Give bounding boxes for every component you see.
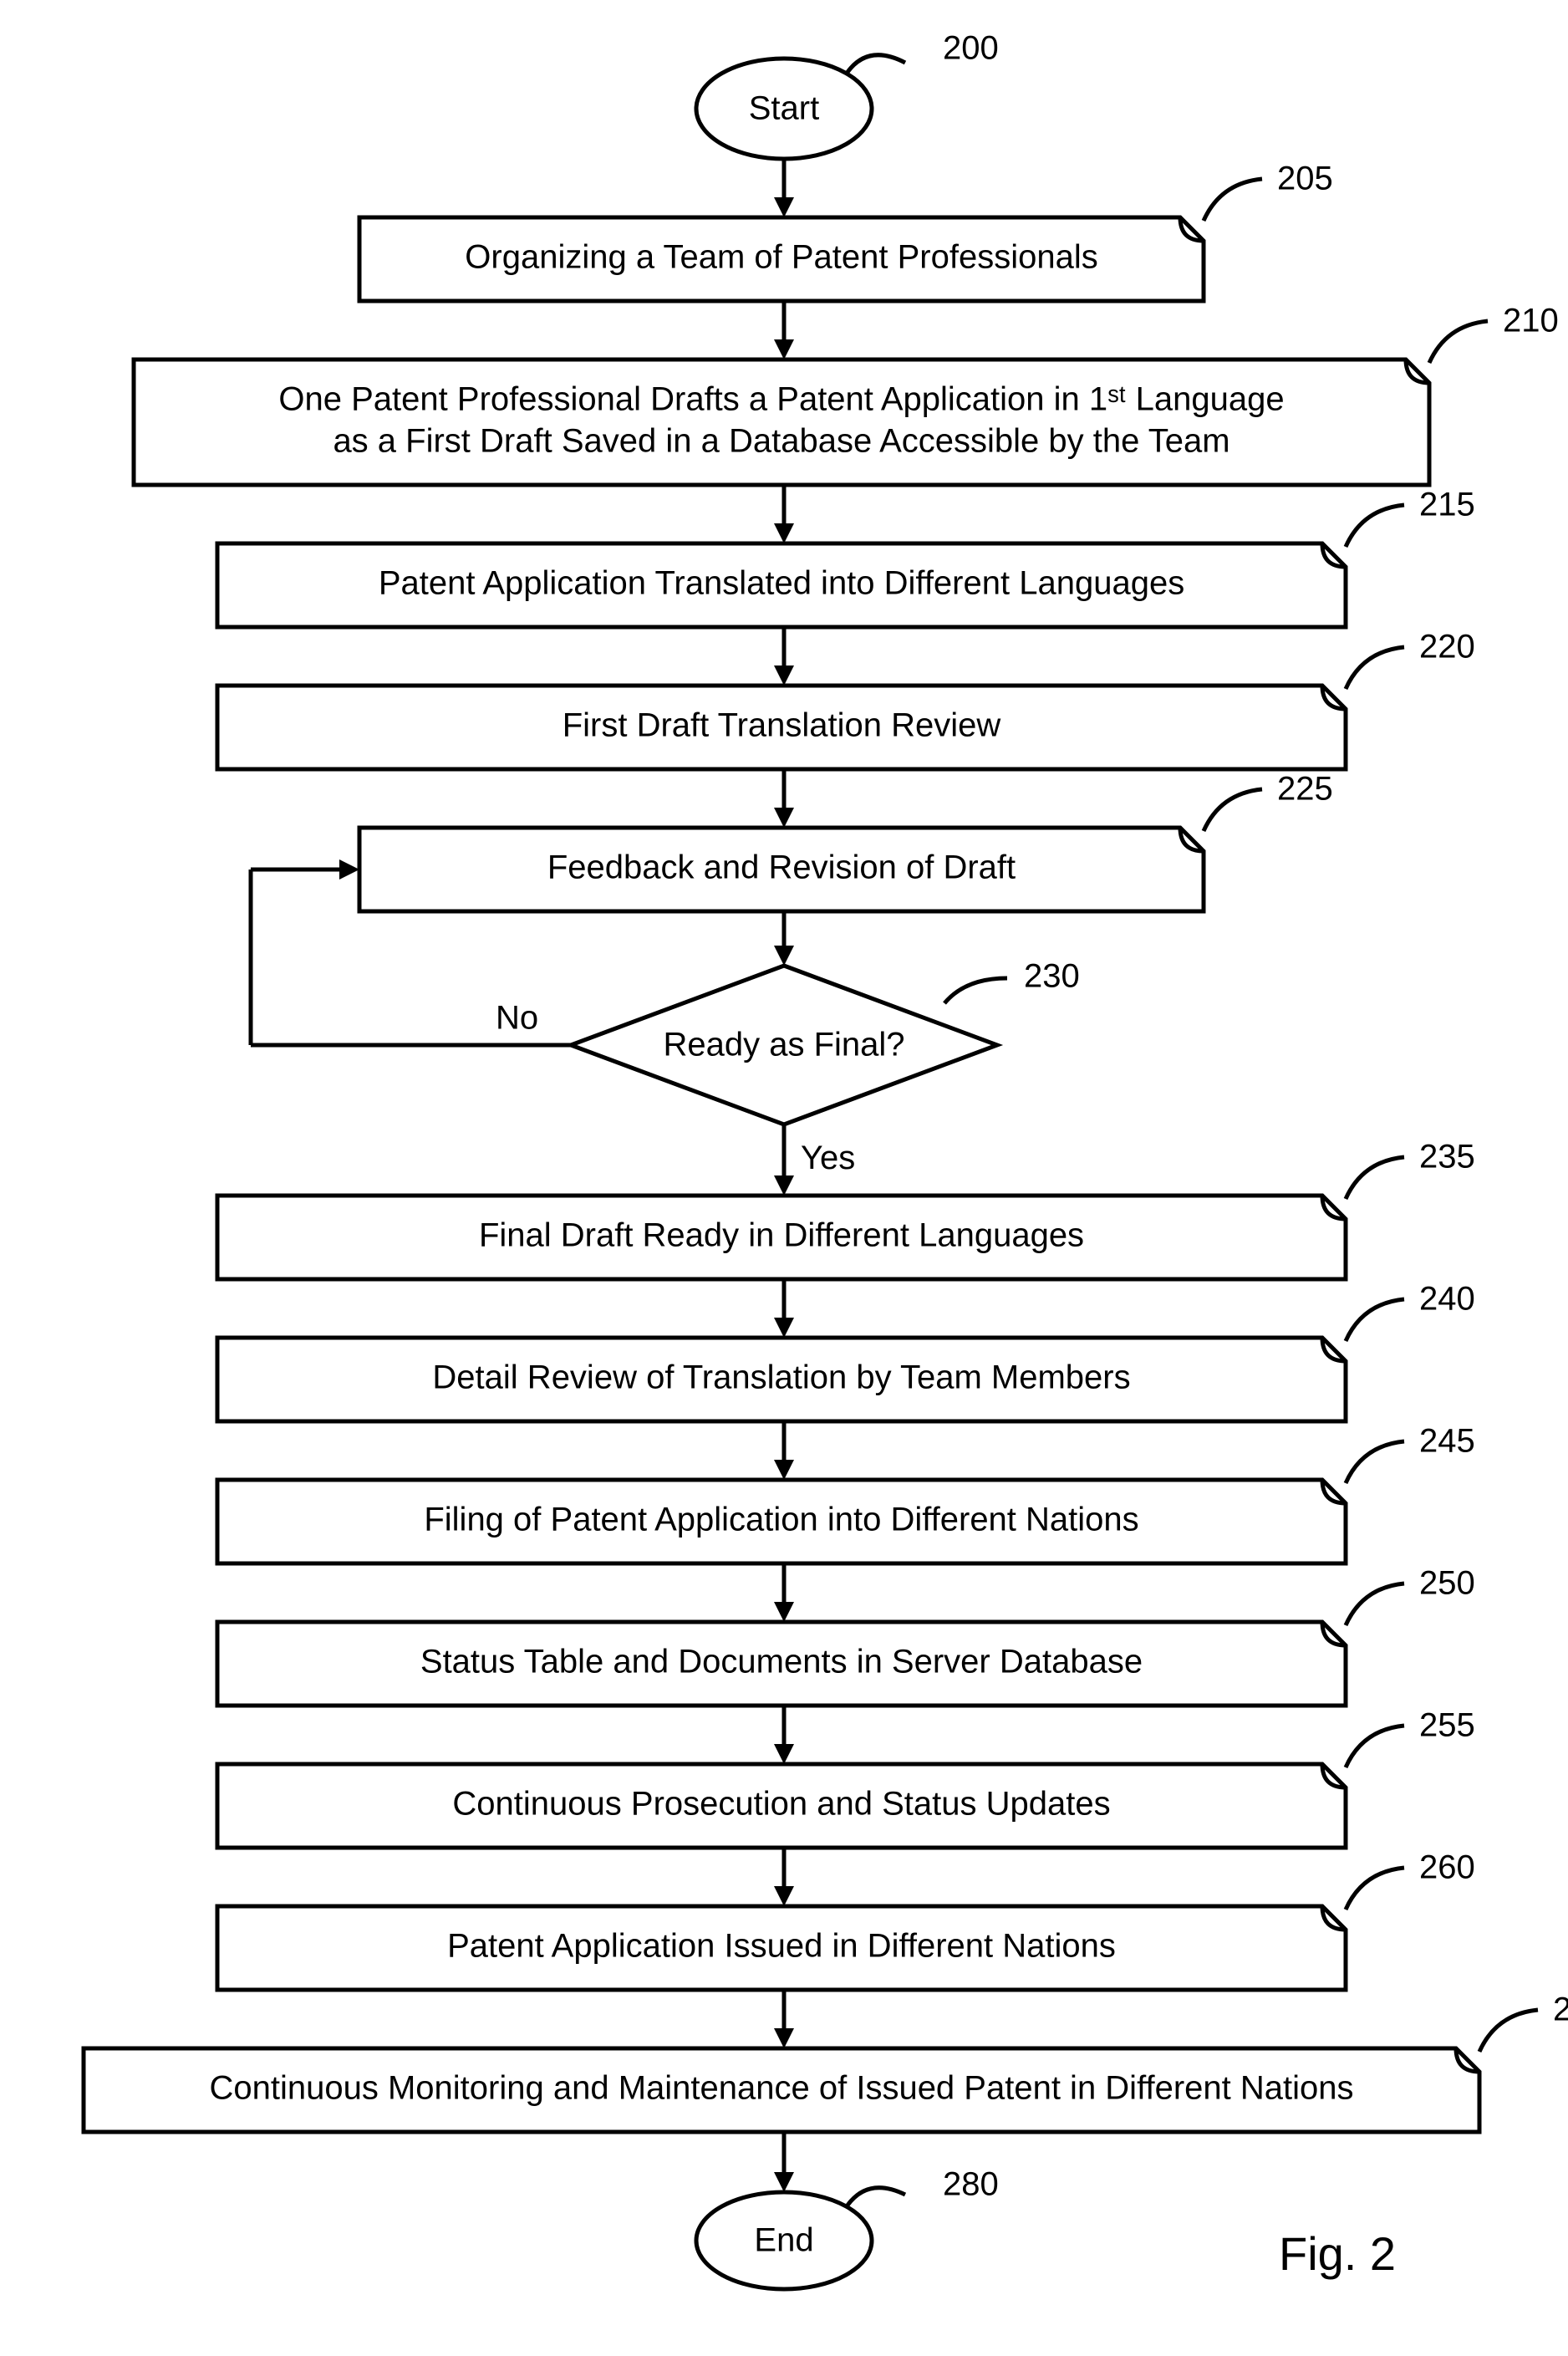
svg-text:Ready as Final?: Ready as Final?: [663, 1027, 904, 1063]
svg-text:240: 240: [1419, 1281, 1475, 1318]
svg-text:as a First Draft Saved in a Da: as a First Draft Saved in a Database Acc…: [333, 423, 1229, 460]
process-box-b270: Continuous Monitoring and Maintenance of…: [84, 1991, 1568, 2132]
process-box-b205: Organizing a Team of Patent Professional…: [359, 161, 1333, 301]
svg-text:Patent Application Issued in D: Patent Application Issued in Different N…: [447, 1928, 1116, 1965]
process-box-b215: Patent Application Translated into Diffe…: [217, 487, 1475, 627]
svg-text:No: No: [496, 1000, 538, 1037]
svg-text:First Draft Translation Review: First Draft Translation Review: [563, 707, 1001, 744]
svg-text:255: 255: [1419, 1707, 1475, 1744]
process-box-b255: Continuous Prosecution and Status Update…: [217, 1707, 1475, 1848]
svg-text:Yes: Yes: [801, 1140, 855, 1176]
terminal-start: Start 200: [696, 30, 999, 159]
process-box-b210: One Patent Professional Drafts a Patent …: [134, 303, 1559, 485]
svg-text:225: 225: [1277, 771, 1333, 808]
svg-text:Fig. 2: Fig. 2: [1279, 2227, 1396, 2280]
svg-text:Filing of Patent Application i: Filing of Patent Application into Differ…: [424, 1502, 1138, 1538]
svg-text:Feedback and Revision of Draft: Feedback and Revision of Draft: [547, 849, 1016, 886]
svg-text:215: 215: [1419, 487, 1475, 523]
svg-text:Start: Start: [749, 90, 819, 127]
process-box-b250: Status Table and Documents in Server Dat…: [217, 1565, 1475, 1706]
svg-text:200: 200: [943, 30, 999, 67]
svg-text:220: 220: [1419, 629, 1475, 665]
terminal-end: End 280: [696, 2166, 999, 2289]
svg-text:Final Draft Ready in Different: Final Draft Ready in Different Languages: [479, 1217, 1084, 1254]
svg-text:230: 230: [1024, 958, 1080, 995]
svg-text:235: 235: [1419, 1139, 1475, 1175]
svg-text:End: End: [754, 2222, 813, 2259]
svg-text:One Patent Professional Drafts: One Patent Professional Drafts a Patent …: [278, 381, 1284, 418]
process-box-b260: Patent Application Issued in Different N…: [217, 1849, 1475, 1990]
svg-text:250: 250: [1419, 1565, 1475, 1602]
process-box-b225: Feedback and Revision of Draft 225: [359, 771, 1333, 911]
svg-text:Status Table and Documents in: Status Table and Documents in Server Dat…: [420, 1644, 1143, 1680]
svg-text:210: 210: [1503, 303, 1559, 339]
svg-text:Detail Review of Translation b: Detail Review of Translation by Team Mem…: [432, 1359, 1130, 1396]
svg-text:270: 270: [1553, 1991, 1568, 2028]
svg-text:Continuous Monitoring and Main: Continuous Monitoring and Maintenance of…: [210, 2070, 1354, 2107]
svg-text:280: 280: [943, 2166, 999, 2203]
svg-text:245: 245: [1419, 1423, 1475, 1460]
svg-text:Patent Application Translated: Patent Application Translated into Diffe…: [379, 565, 1184, 602]
process-box-b245: Filing of Patent Application into Differ…: [217, 1423, 1475, 1563]
svg-text:205: 205: [1277, 161, 1333, 197]
svg-text:260: 260: [1419, 1849, 1475, 1886]
process-box-b220: First Draft Translation Review 220: [217, 629, 1475, 769]
process-box-b240: Detail Review of Translation by Team Mem…: [217, 1281, 1475, 1421]
svg-text:Continuous Prosecution and Sta: Continuous Prosecution and Status Update…: [452, 1786, 1110, 1823]
decision-d230: Ready as Final? 230: [571, 958, 1080, 1124]
svg-text:Organizing a Team of Patent Pr: Organizing a Team of Patent Professional…: [465, 239, 1097, 276]
